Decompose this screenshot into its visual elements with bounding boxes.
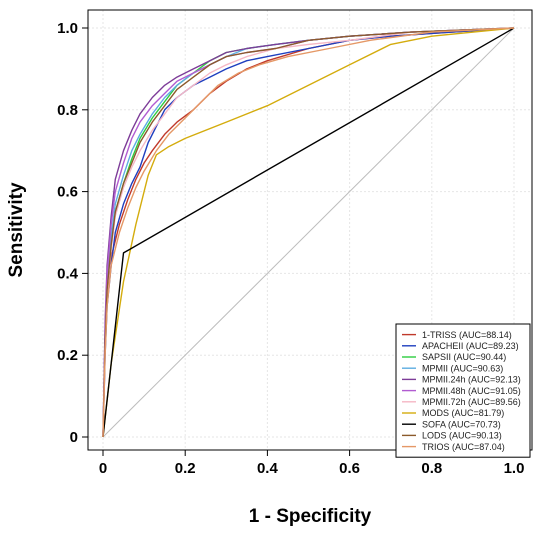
legend-entry: SOFA (AUC=70.73) xyxy=(422,419,501,429)
series-line-9 xyxy=(102,27,515,438)
x-axis-title: 1 - Specificity xyxy=(249,506,372,527)
series-line-8 xyxy=(102,27,515,438)
y-tick-label: 0.6 xyxy=(57,184,78,201)
y-axis: 0 0.2 0.4 0.6 0.8 1.0 xyxy=(57,20,88,446)
legend-entry: MPMII.24h (AUC=92.13) xyxy=(422,375,521,385)
plot-frame xyxy=(87,9,533,451)
reference-diagonal xyxy=(102,27,515,438)
series-layer xyxy=(102,27,515,438)
x-axis: 0 0.2 0.4 0.6 0.8 1.0 xyxy=(99,450,525,477)
y-axis-title: Sensitivity xyxy=(6,182,27,277)
x-tick-label: 1.0 xyxy=(504,460,525,477)
x-tick-label: 0.4 xyxy=(257,460,279,477)
legend-entry: 1-TRISS (AUC=88.14) xyxy=(422,330,512,340)
legend-entry: SAPSII (AUC=90.44) xyxy=(422,352,506,362)
legend-entry: MPMII.48h (AUC=91.05) xyxy=(422,386,521,396)
series-line-1 xyxy=(102,27,515,438)
legend-entry: APACHEII (AUC=89.23) xyxy=(422,341,519,351)
x-tick-label: 0 xyxy=(99,460,107,477)
series-line-7 xyxy=(102,27,515,438)
x-tick-label: 0.8 xyxy=(421,460,442,477)
y-tick-label: 0.8 xyxy=(57,102,78,119)
legend-entry: TRIOS (AUC=87.04) xyxy=(422,442,505,452)
x-tick-label: 0.2 xyxy=(175,460,196,477)
grid xyxy=(88,10,532,450)
x-tick-label: 0.6 xyxy=(339,460,360,477)
legend: 1-TRISS (AUC=88.14)APACHEII (AUC=89.23)S… xyxy=(395,323,531,458)
y-tick-label: 0 xyxy=(70,429,78,446)
y-tick-label: 0.4 xyxy=(57,265,79,282)
legend-box xyxy=(395,323,531,458)
legend-entry: LODS (AUC=90.13) xyxy=(422,431,502,441)
series-line-10 xyxy=(102,27,515,438)
y-tick-label: 0.2 xyxy=(57,347,78,364)
legend-entry: MPMII.72h (AUC=89.56) xyxy=(422,397,521,407)
y-tick-label: 1.0 xyxy=(57,20,78,37)
legend-entry: MODS (AUC=81.79) xyxy=(422,408,504,418)
legend-entry: MPMII (AUC=90.63) xyxy=(422,363,503,373)
